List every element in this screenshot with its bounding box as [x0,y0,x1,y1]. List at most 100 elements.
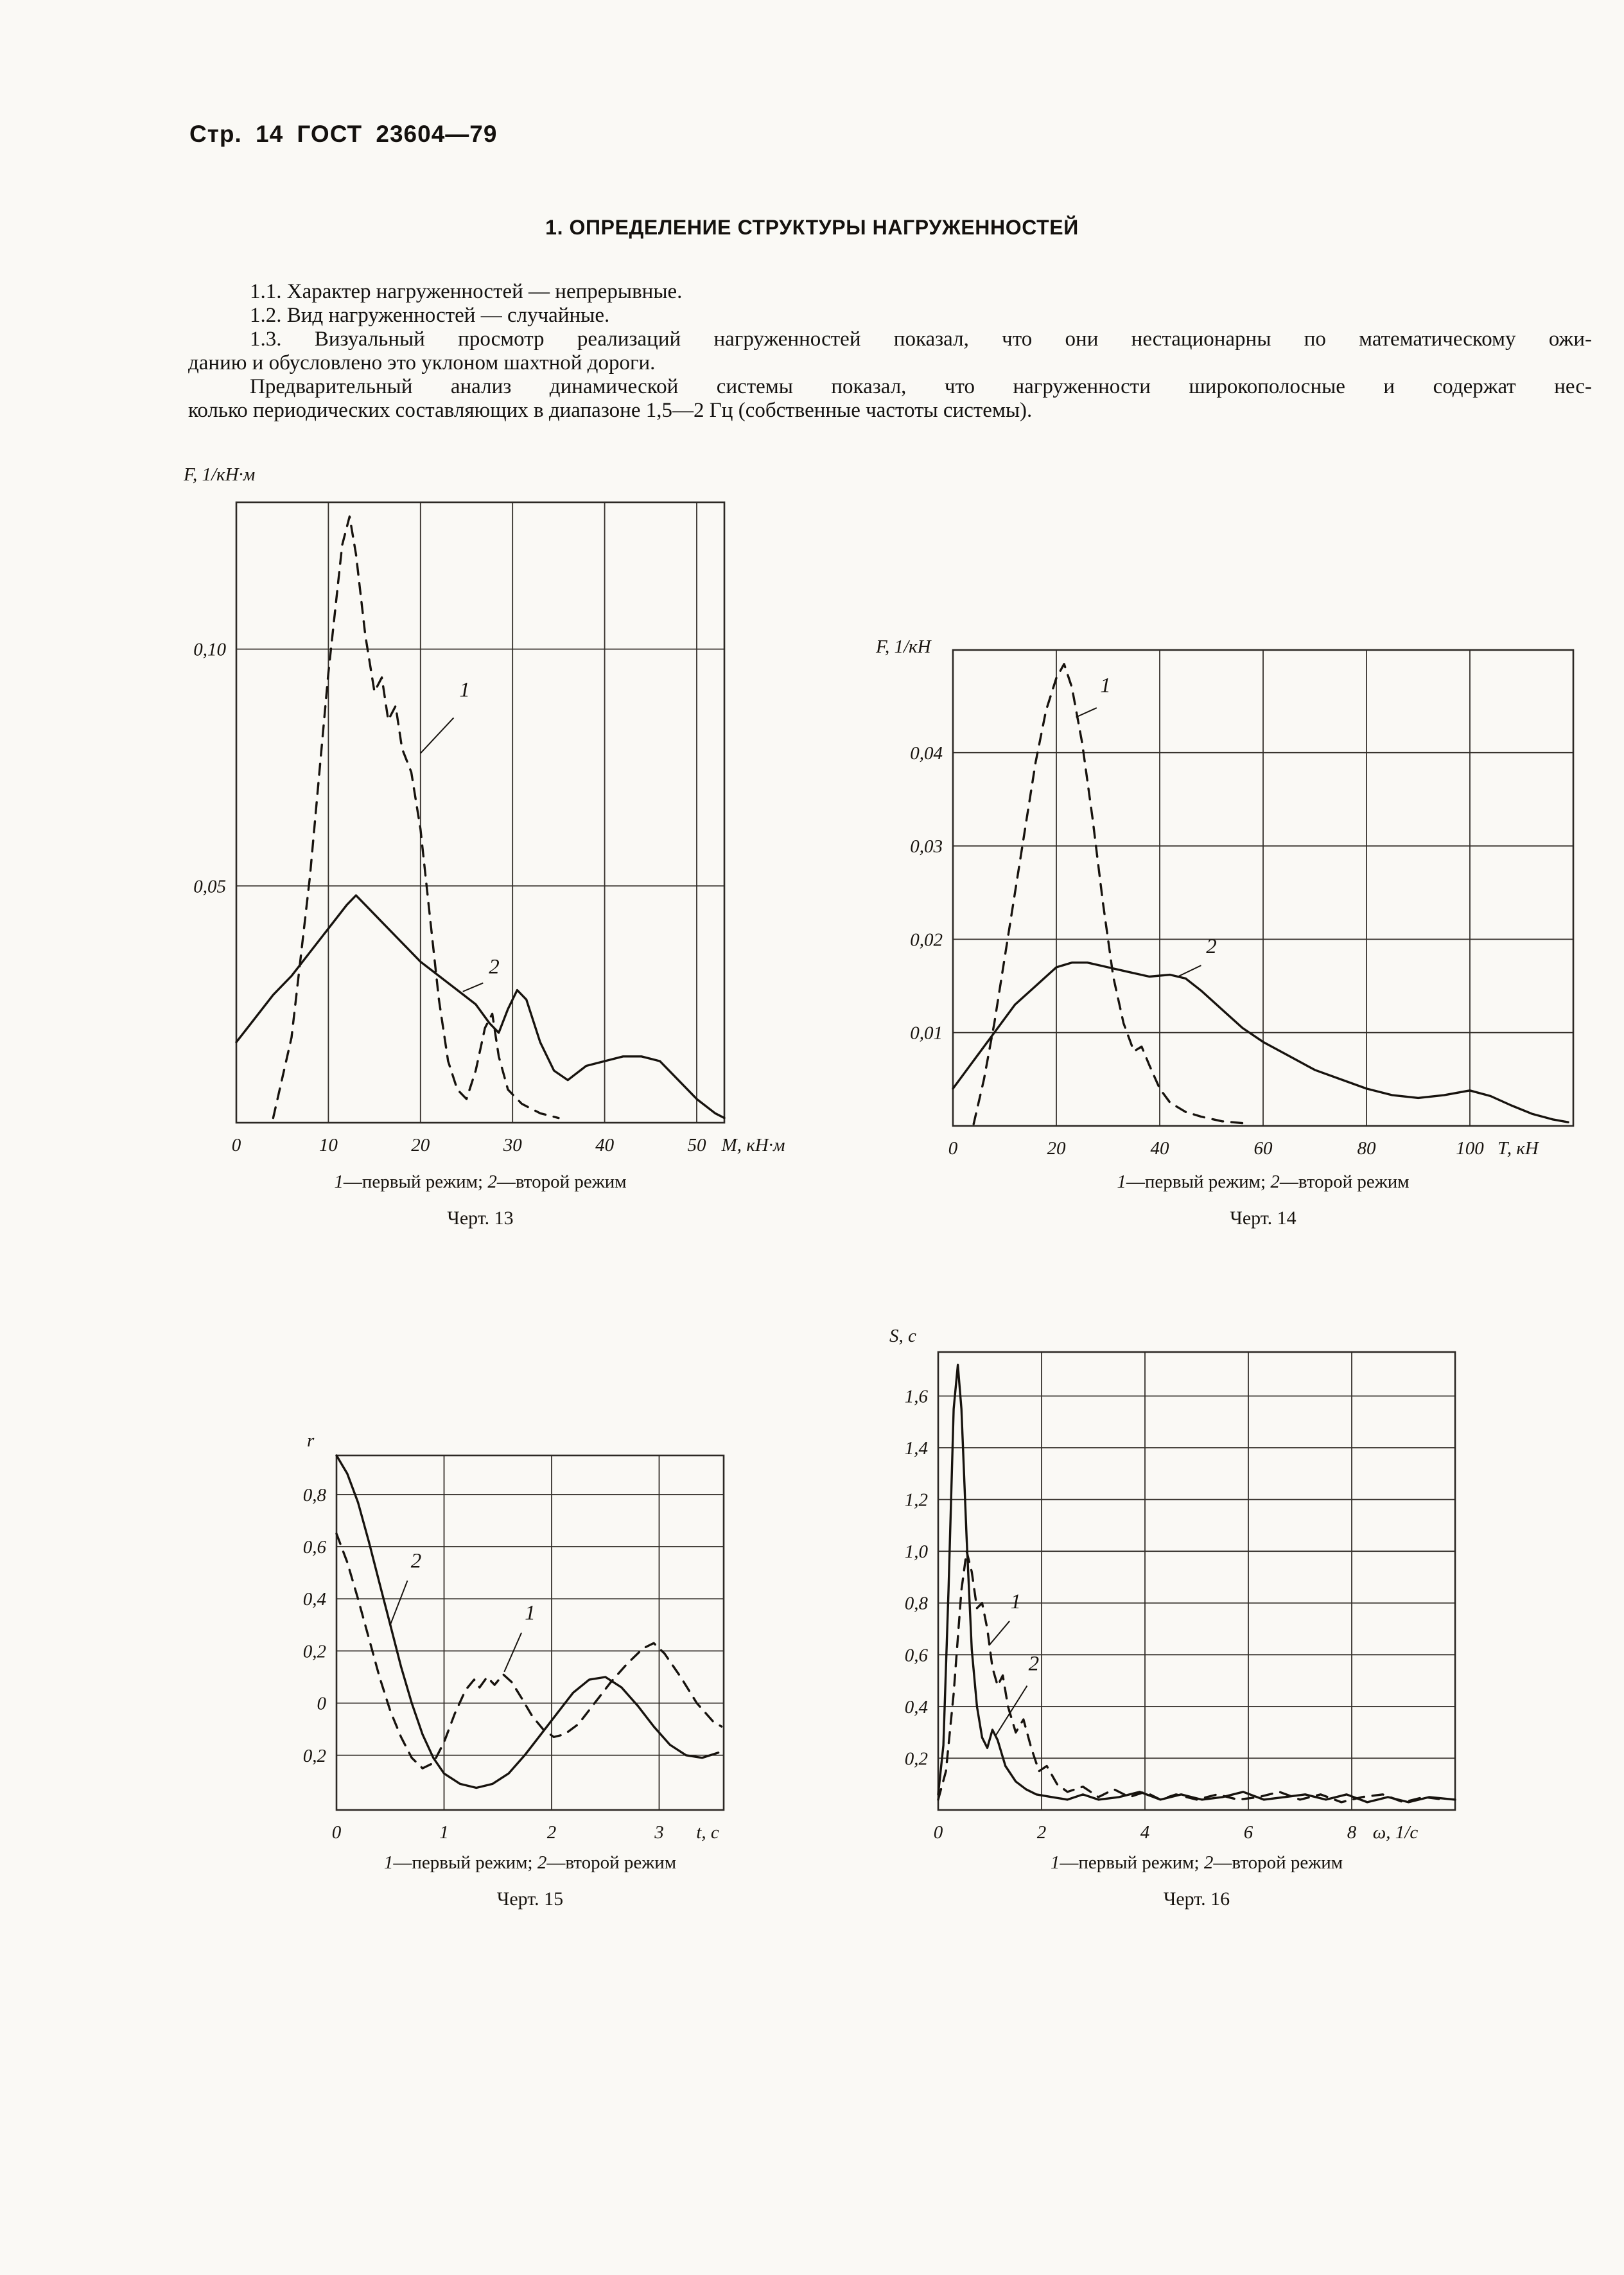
figure-caption: 1—первый режим; 2—второй режим [383,1852,677,1873]
x-tick-label: 20 [411,1135,430,1155]
y-tick-label: 0,02 [910,929,943,950]
series-2-curve [952,962,1569,1123]
figure-15-chart: 1 2 0 1 2 3 0,8 0,6 0,4 0,2 0 0,2 t, c r [303,1430,725,1843]
body-paragraphs: 1.1. Характер нагруженностей — непрерывн… [188,280,1592,423]
figure-caption: 1—первый режим; 2—второй режим [1050,1852,1343,1873]
series-1-curve [937,1550,1446,1804]
x-tick-label: 8 [1347,1822,1357,1843]
series-label-1: 1 [1011,1590,1022,1613]
y-tick-label: 0,01 [910,1023,943,1044]
figure-caption: 1—первый режим; 2—второй режим [334,1172,627,1192]
series-label-2: 2 [489,956,500,979]
series-label-leader [389,1580,408,1626]
y-tick-label: 0,04 [910,743,943,764]
series-1-curve [972,663,1244,1125]
figure-caption: 1—первый режим; 2—второй режим [1117,1172,1410,1192]
y-tick-label: 0,6 [905,1645,929,1665]
series-label-2: 2 [1029,1652,1040,1675]
x-tick-label: 30 [503,1135,523,1155]
x-axis-title: t, c [696,1822,719,1843]
figure-14-chart: 1 2 0 20 40 60 80 100 0,01 0,02 0,03 0,04 Т, кН F, 1/… [875,637,1575,1159]
series-label-1: 1 [459,678,470,701]
y-tick-label: 0 [317,1694,327,1714]
series-label-leader [503,1632,523,1673]
paragraph-line: колько периодических составляющих в диап… [188,399,1033,422]
series-label-leader [420,717,455,754]
series-label-1: 1 [525,1602,536,1625]
series-2-curve [235,894,726,1120]
x-tick-label: 4 [1140,1822,1150,1843]
x-tick-label: 100 [1456,1138,1484,1159]
series-label-2: 2 [1206,935,1217,958]
x-tick-label: 0 [332,1822,342,1843]
x-tick-label: 60 [1254,1138,1273,1159]
plot-frame [335,1454,725,1811]
y-axis-title: F, 1/кН [875,637,932,657]
section-title: 1. ОПРЕДЕЛЕНИЕ СТРУКТУРЫ НАГРУЖЕННОСТЕЙ [545,216,1079,239]
x-tick-label: 0 [934,1822,943,1843]
figure-16-chart: 1 2 0 2 4 6 8 1,6 1,4 1,2 1,0 0,8 0,6 0,4 0,2 ω, 1/с S, … [889,1326,1456,1843]
series-label-2: 2 [411,1550,422,1573]
x-tick-label: 2 [1037,1822,1047,1843]
plot-frame [952,649,1575,1127]
y-axis-title: S, c [889,1326,916,1346]
y-axis-title: F, 1/кН·м [183,464,255,485]
y-tick-label: 0,03 [910,836,943,857]
series-label-leader [462,982,484,992]
y-tick-label: 0,10 [193,640,226,660]
y-tick-label: 1,2 [905,1490,928,1511]
figure-13-chart: 1 2 0 10 20 30 40 50 0,05 0,10 М, кН·м F, 1/кН·м [183,464,785,1155]
y-tick-label: 0,8 [905,1594,929,1614]
x-tick-label: 20 [1047,1138,1067,1159]
figure-number: Черт. 13 [447,1208,514,1229]
y-tick-label: 0,4 [905,1697,928,1717]
figure-number: Черт. 14 [1230,1208,1297,1229]
figure-number: Черт. 16 [1163,1888,1230,1910]
paragraph-line: данию и обусловлено это уклоном шахтной … [188,351,656,374]
x-tick-label: 2 [547,1822,557,1843]
y-tick-label: 0,2 [303,1641,326,1662]
x-tick-label: 0 [232,1135,241,1155]
x-tick-label: 40 [595,1135,615,1155]
x-tick-label: 50 [687,1135,706,1155]
series-label-leader [1177,965,1201,978]
plot-frame [937,1351,1456,1811]
figure-number: Черт. 15 [496,1888,564,1910]
series-1-curve [272,515,560,1120]
x-tick-label: 80 [1358,1138,1377,1159]
y-tick-label: 0,05 [193,876,226,897]
paragraph-line: 1.1. Характер нагруженностей — непрерывн… [250,280,683,303]
chart-canvas: 120 10 20 30 40 500,050,10М, кН·мF, 1/кН·м [183,464,785,1155]
x-tick-label: 1 [439,1822,449,1843]
series-label-leader [989,1621,1010,1645]
x-axis-title: М, кН·м [721,1135,785,1155]
y-tick-label: 1,0 [905,1542,929,1562]
page-header: Стр. 14 ГОСТ 23604—79 [189,121,498,147]
y-tick-label: 1,6 [905,1386,929,1407]
series-label-1: 1 [1100,674,1111,697]
x-tick-label: 0 [948,1138,958,1159]
series-label-leader [995,1685,1028,1735]
x-axis-title: Т, кН [1497,1138,1540,1159]
x-tick-label: 10 [319,1135,338,1155]
chart-canvas: 1 2 0 2 4 6 8 1,6 1,4 1,2 1,0 0,8 0,6 0,4 0,2 ω, 1/с S, … [889,1326,1456,1843]
x-tick-label: 3 [654,1822,664,1843]
y-tick-label: 1,4 [905,1438,928,1459]
plot-frame [235,501,726,1124]
y-tick-label: 0,2 [303,1746,326,1766]
y-tick-label: 0,4 [303,1589,326,1610]
y-tick-label: 0,2 [905,1748,928,1769]
x-tick-label: 6 [1244,1822,1253,1843]
chart-canvas: 1 2 0 1 2 3 0,8 0,6 0,4 0,2 0 0,2 t, c r [303,1430,725,1843]
paragraph-line: 1.2. Вид нагруженностей — случайные. [250,304,610,327]
series-2-curve [937,1364,1456,1804]
paragraph-line: 1.3. Визуальный просмотр реализаций нагр… [250,328,1592,351]
series-1-curve [335,1533,723,1770]
paragraph-line: Предварительный анализ динамической сист… [250,375,1592,398]
series-label-leader [1076,707,1097,718]
series-2-curve [335,1454,720,1789]
x-tick-label: 40 [1151,1138,1170,1159]
y-tick-label: 0,8 [303,1485,327,1506]
